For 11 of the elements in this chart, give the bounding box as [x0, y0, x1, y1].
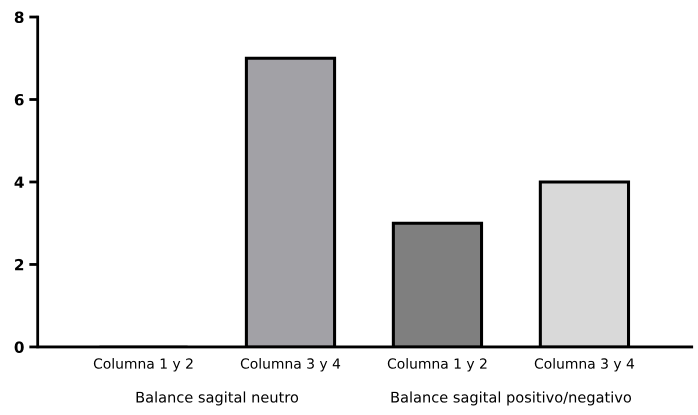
y-tick-label: 2 — [15, 258, 24, 270]
x-tick-label: Columna 1 y 2 — [388, 358, 486, 372]
x-tick-label: Columna 3 y 4 — [534, 358, 634, 372]
text: Balance sagital neutro — [136, 391, 298, 406]
x-tick-label: Columna 3 y 4 — [240, 358, 340, 372]
y-tick-label: 8 — [14, 11, 24, 24]
text: Balance sagital positivo/negativo — [391, 391, 632, 406]
y-tick-label: 0 — [14, 341, 24, 353]
y-tick-label: 6 — [14, 94, 24, 106]
y-tick-label: 4 — [14, 176, 24, 188]
x-tick-label: Columna 1 y 2 — [94, 358, 193, 372]
